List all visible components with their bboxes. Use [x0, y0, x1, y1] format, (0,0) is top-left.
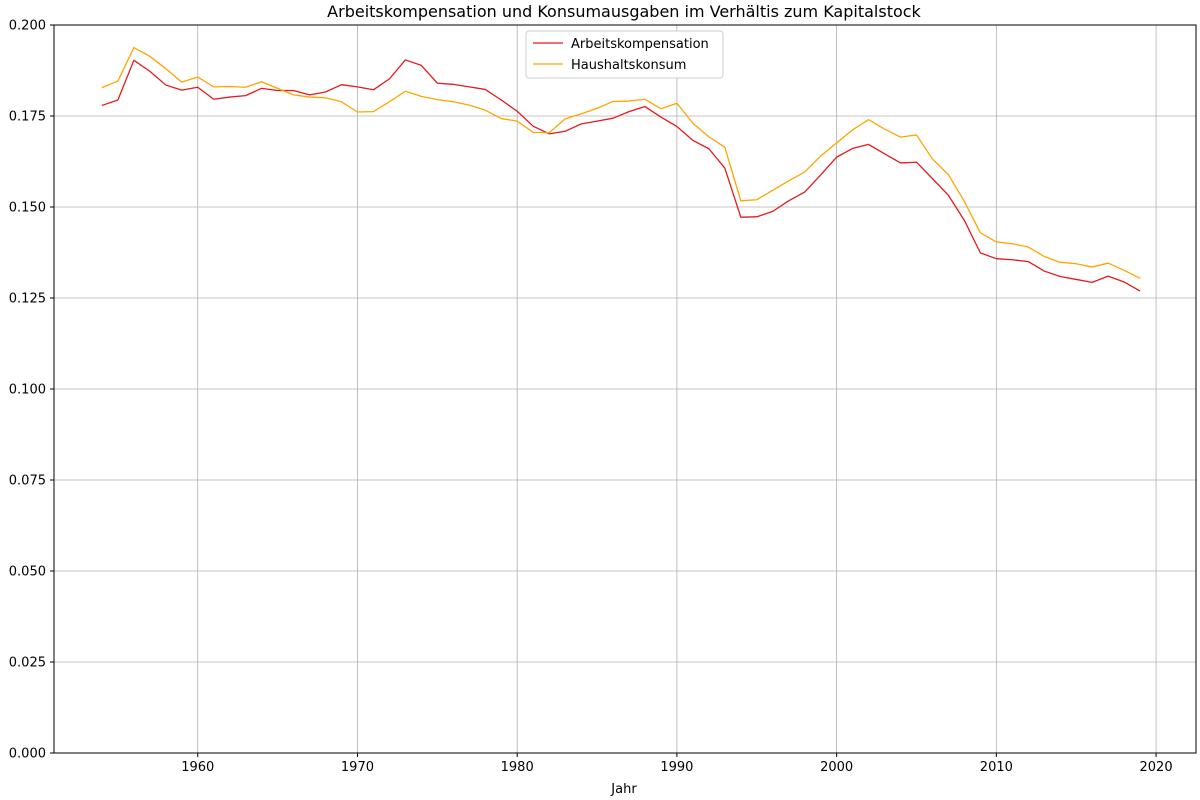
y-tick-label: 0.125: [9, 292, 46, 307]
y-tick-label: 0.025: [9, 656, 46, 671]
y-tick-label: 0.200: [9, 19, 46, 34]
x-tick-label: 1990: [660, 760, 693, 775]
x-tick-label: 2020: [1140, 760, 1173, 775]
y-tick-label: 0.050: [9, 565, 46, 580]
y-tick-label: 0.175: [9, 110, 46, 125]
y-tick-label: 0.100: [9, 383, 46, 398]
x-tick-label: 1980: [501, 760, 534, 775]
x-tick-label: 1960: [181, 760, 214, 775]
legend-box: [525, 30, 724, 79]
x-axis-label: Jahr: [610, 782, 637, 797]
y-axis-ticks: 0.000 0.025 0.050 0.075 0.100 0.125 0.150 0.175…: [9, 19, 54, 762]
series-lines: [101, 46, 1141, 292]
chart-title: Arbeitskompensation und Konsumausgaben i…: [327, 2, 921, 21]
y-tick-label: 0.000: [9, 747, 46, 762]
series-line-haushaltskonsum: [101, 46, 1141, 279]
y-tick-label: 0.075: [9, 474, 46, 489]
x-tick-label: 2010: [980, 760, 1013, 775]
x-tick-label: 1970: [341, 760, 374, 775]
x-axis-ticks: 1960 1970 1980 1990 2000 2010 2020: [181, 753, 1173, 775]
legend-label-haushaltskonsum: Haushaltskonsum: [571, 58, 686, 73]
y-tick-label: 0.150: [9, 201, 46, 216]
legend-label-arbeitskompensation: Arbeitskompensation: [571, 37, 709, 52]
x-tick-label: 2000: [820, 760, 853, 775]
legend: Arbeitskompensation Haushaltskonsum: [525, 30, 724, 79]
series-line-arbeitskompensation: [101, 59, 1141, 292]
